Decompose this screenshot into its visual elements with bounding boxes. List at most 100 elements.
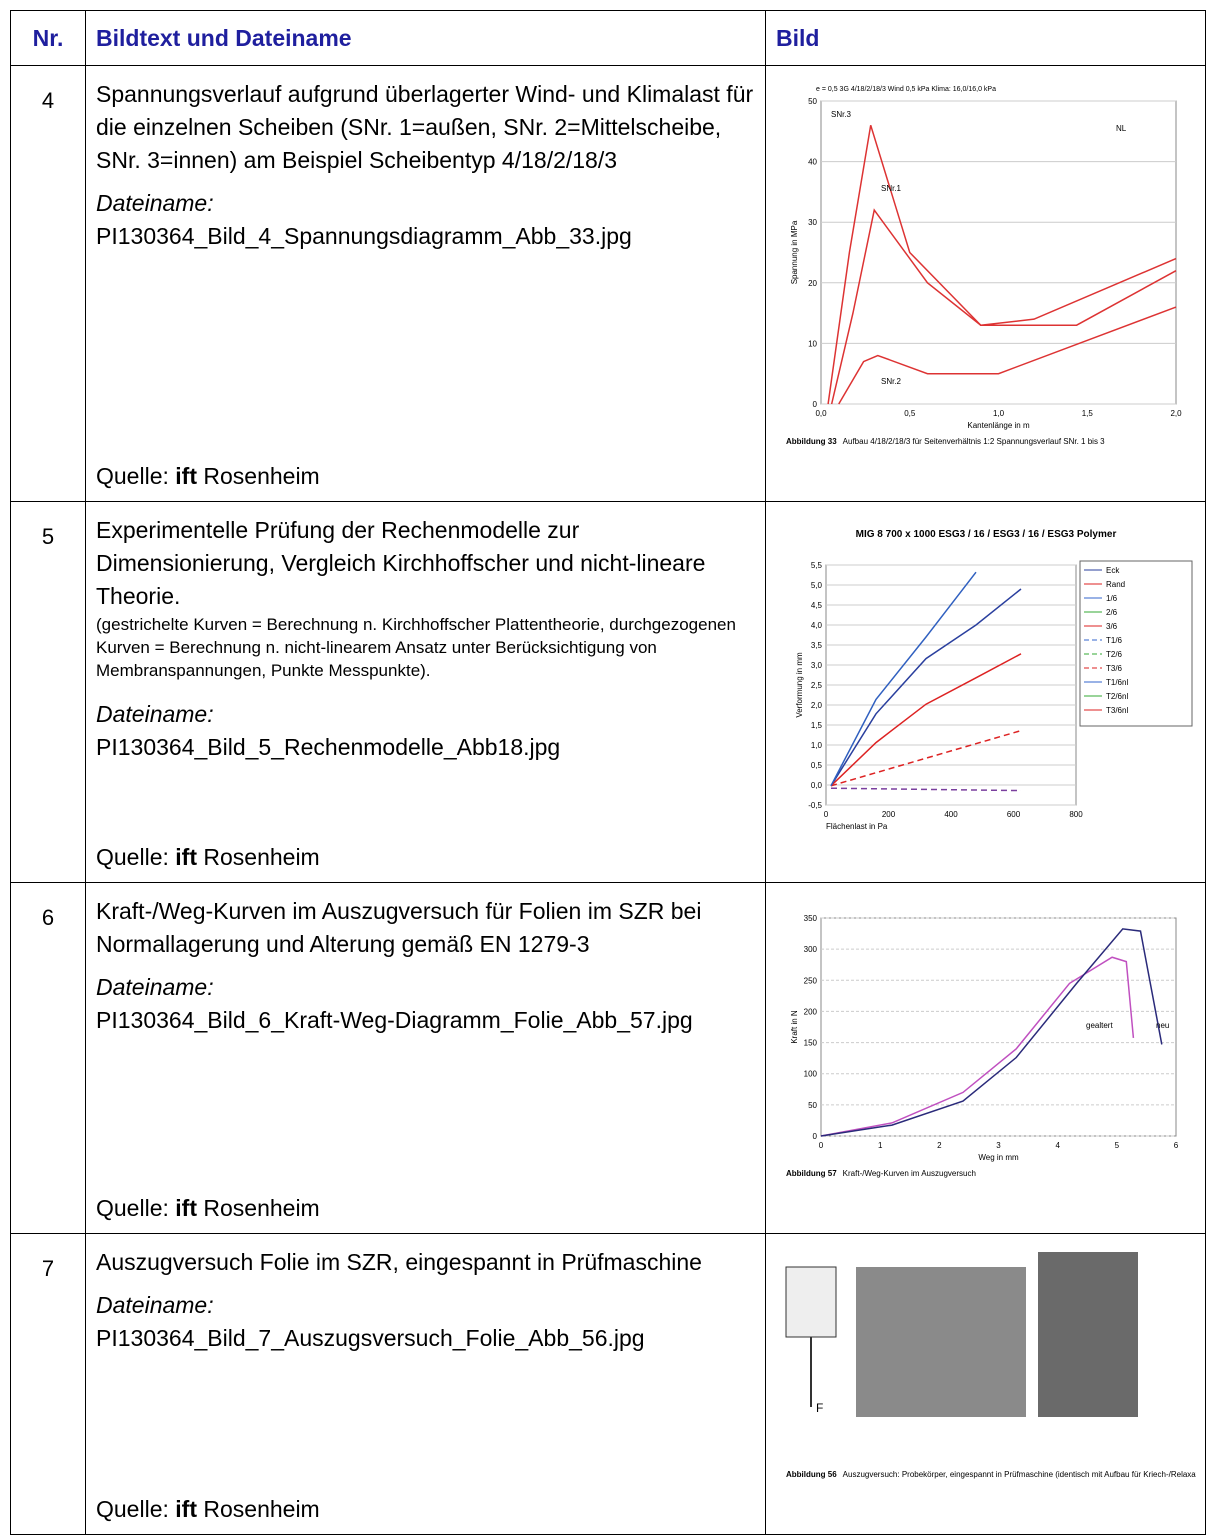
curve-label: Rand [1106, 580, 1125, 589]
filename: PI130364_Bild_7_Auszugsversuch_Folie_Abb… [96, 1322, 755, 1355]
text-cell: Spannungsverlauf aufgrund überlagerter W… [86, 66, 765, 501]
curve [831, 572, 976, 786]
y-tick-label: 350 [803, 914, 817, 923]
curve-label: NL [1116, 124, 1127, 133]
x-tick-label: 0,0 [815, 409, 827, 418]
y-tick-label: 0 [812, 1132, 817, 1141]
y-tick-label: 40 [808, 157, 817, 166]
curve-label: T1/6 [1106, 636, 1123, 645]
description: Kraft-/Weg-Kurven im Auszugversuch für F… [96, 895, 755, 961]
x-tick-label: 2,0 [1170, 409, 1182, 418]
row-image: F Abbildung 56 Auszugversuch: Probekörper,… [766, 1234, 1206, 1535]
y-tick-label: 200 [803, 1007, 817, 1016]
y-tick-label: 3,5 [810, 641, 822, 650]
row-nr: 4 [11, 66, 86, 502]
caption-text: Auszugversuch: Probekörper, eingespannt … [842, 1470, 1195, 1479]
photo-sample [856, 1267, 1026, 1417]
x-axis-label: Weg in mm [978, 1153, 1019, 1162]
table-row: 5Experimentelle Prüfung der Rechenmodell… [11, 502, 1206, 883]
source-prefix: Quelle: [96, 1195, 175, 1221]
y-tick-label: 0,5 [810, 761, 822, 770]
filename-label: Dateiname: [96, 1289, 755, 1322]
source-bold: ift [175, 1195, 197, 1221]
curve [831, 589, 1021, 786]
row-nr: 6 [11, 883, 86, 1234]
table-row: 6Kraft-/Weg-Kurven im Auszugversuch für … [11, 883, 1206, 1234]
row-text: Kraft-/Weg-Kurven im Auszugversuch für F… [86, 883, 766, 1234]
description-note: (gestrichelte Kurven = Berechnung n. Kir… [96, 613, 755, 682]
caption-label: Abbildung 33 [786, 437, 837, 446]
table-row: 7Auszugversuch Folie im SZR, eingespannt… [11, 1234, 1206, 1535]
y-tick-label: 1,0 [810, 741, 822, 750]
row-nr: 7 [11, 1234, 86, 1535]
filename: PI130364_Bild_4_Spannungsdiagramm_Abb_33… [96, 220, 755, 253]
curve-label: T2/6 [1106, 650, 1123, 659]
y-tick-label: 250 [803, 976, 817, 985]
figure-header: e = 0,5 3G 4/18/2/18/3 Wind 0,5 kPa Klim… [816, 86, 996, 93]
x-tick-label: 400 [944, 810, 958, 819]
row-image: MIG 8 700 x 1000 ESG3 / 16 / ESG3 / 16 /… [766, 502, 1206, 883]
y-tick-label: 4,0 [810, 621, 822, 630]
source-suffix: Rosenheim [197, 463, 320, 489]
page: Nr. Bildtext und Dateiname Bild 4Spannun… [0, 0, 1215, 1521]
y-tick-label: 300 [803, 945, 817, 954]
y-tick-label: 1,5 [810, 721, 822, 730]
source-bold: ift [175, 844, 197, 870]
photo-machine [1038, 1252, 1138, 1417]
source-suffix: Rosenheim [197, 844, 320, 870]
x-axis-label: Kantenlänge in m [967, 421, 1030, 430]
curve-label: T3/6 [1106, 664, 1123, 673]
y-tick-label: 20 [808, 278, 817, 287]
description: Spannungsverlauf aufgrund überlagerter W… [96, 78, 755, 177]
schematic [786, 1267, 836, 1337]
figure: F Abbildung 56 Auszugversuch: Probekörper,… [776, 1247, 1196, 1517]
source-suffix: Rosenheim [197, 1195, 320, 1221]
curve-label: SNr.1 [881, 184, 902, 193]
force-label: F [816, 1401, 823, 1415]
curve-label: 3/6 [1106, 622, 1118, 631]
x-axis-label: Flächenlast in Pa [826, 822, 888, 831]
header-text: Bildtext und Dateiname [86, 11, 766, 66]
x-tick-label: 600 [1006, 810, 1020, 819]
source: Quelle: ift Rosenheim [96, 460, 755, 493]
source-bold: ift [175, 1496, 197, 1522]
source: Quelle: ift Rosenheim [96, 841, 755, 874]
row-image: e = 0,5 3G 4/18/2/18/3 Wind 0,5 kPa Klim… [766, 66, 1206, 502]
description: Experimentelle Prüfung der Rechenmodelle… [96, 514, 755, 613]
source: Quelle: ift Rosenheim [96, 1493, 755, 1526]
text-cell: Kraft-/Weg-Kurven im Auszugversuch für F… [86, 883, 765, 1233]
y-tick-label: 2,5 [810, 681, 822, 690]
figure: e = 0,5 3G 4/18/2/18/3 Wind 0,5 kPa Klim… [776, 79, 1196, 484]
y-tick-label: 50 [808, 1100, 817, 1109]
x-tick-label: 1,5 [1081, 409, 1093, 418]
y-axis-label: Verformung in mm [795, 651, 804, 717]
row-text: Spannungsverlauf aufgrund überlagerter W… [86, 66, 766, 502]
y-tick-label: 2,0 [810, 701, 822, 710]
y-axis-label: Spannung in MPa [790, 220, 799, 284]
caption-label: Abbildung 56 [786, 1470, 837, 1479]
figure: MIG 8 700 x 1000 ESG3 / 16 / ESG3 / 16 /… [776, 515, 1196, 865]
source-prefix: Quelle: [96, 463, 175, 489]
y-tick-label: 5,5 [810, 561, 822, 570]
x-tick-label: 1 [877, 1141, 882, 1150]
filename-label: Dateiname: [96, 971, 755, 1004]
header-image: Bild [766, 11, 1206, 66]
header-nr: Nr. [11, 11, 86, 66]
source-suffix: Rosenheim [197, 1496, 320, 1522]
x-tick-label: 6 [1173, 1141, 1178, 1150]
curve-label: SNr.3 [831, 110, 852, 119]
plot-area [821, 918, 1176, 1136]
y-tick-label: -0,5 [808, 801, 822, 810]
source-bold: ift [175, 463, 197, 489]
y-tick-label: 100 [803, 1069, 817, 1078]
y-tick-label: 30 [808, 218, 817, 227]
filename: PI130364_Bild_6_Kraft-Weg-Diagramm_Folie… [96, 1004, 755, 1037]
source-prefix: Quelle: [96, 844, 175, 870]
curve [828, 125, 1176, 404]
figure-caption: Abbildung 56 Auszugversuch: Probekörper, … [786, 1470, 1196, 1479]
